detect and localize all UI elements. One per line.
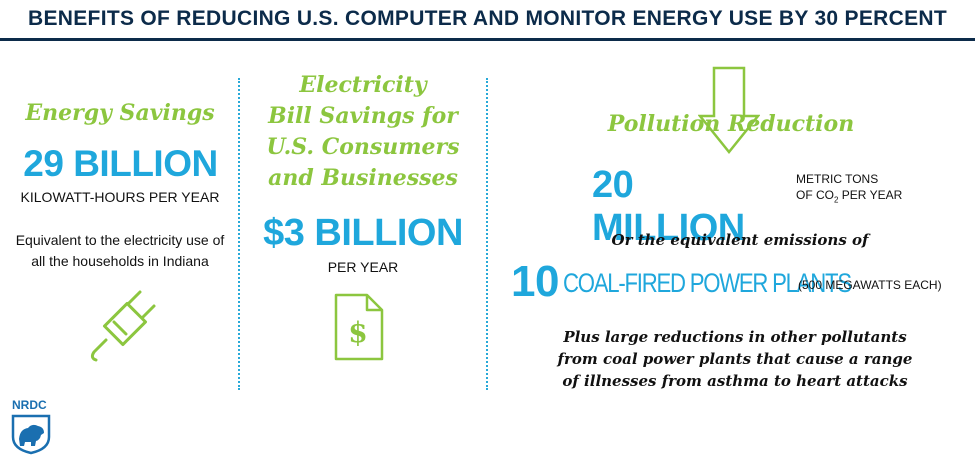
pollution-unit: METRIC TONS OF CO2 PER YEAR <box>796 171 902 208</box>
unit-text: OF CO <box>796 188 834 202</box>
other-pollutants-text: Plus large reductions in other pollutant… <box>520 326 950 392</box>
heading-line: U.S. Consumers <box>266 134 460 160</box>
unit-text: PER YEAR <box>838 188 903 202</box>
pollution-unit-line: METRIC TONS <box>796 172 879 186</box>
energy-savings-description: Equivalent to the electricity use of all… <box>10 230 230 272</box>
closing-line: of illnesses from asthma to heart attack… <box>562 372 908 390</box>
power-plants-number: 10 <box>511 257 559 306</box>
closing-line: from coal power plants that cause a rang… <box>557 350 913 368</box>
bill-savings-heading: Electricity Bill Savings for U.S. Consum… <box>250 70 476 194</box>
bear-shield-icon <box>11 414 51 455</box>
power-plants-label: COAL-FIRED POWER PLANTS <box>563 268 852 298</box>
down-arrow-icon <box>698 66 760 154</box>
heading-line: and Businesses <box>268 165 458 191</box>
heading-line: Electricity <box>299 72 427 98</box>
heading-line: Bill Savings for <box>268 103 458 129</box>
column-divider-1 <box>238 78 240 390</box>
description-line: all the households in Indiana <box>31 253 209 269</box>
power-plants-note: (500 MEGAWATTS EACH) <box>798 278 942 292</box>
dollar-glyph: $ <box>348 316 367 349</box>
dollar-document-icon: $ <box>334 293 384 361</box>
bill-savings-value: $3 BILLION <box>263 212 463 254</box>
description-line: Equivalent to the electricity use of <box>15 232 225 248</box>
page-title: BENEFITS OF REDUCING U.S. COMPUTER AND M… <box>28 7 947 30</box>
pollution-reduction-heading: Pollution Reduction <box>607 111 855 137</box>
pollution-value: 20 MILLION <box>592 164 745 249</box>
bill-savings-unit: PER YEAR <box>327 259 399 275</box>
column-divider-2 <box>486 78 488 390</box>
co2-subscript: 2 <box>834 195 839 205</box>
energy-savings-heading: Energy Savings <box>25 100 215 126</box>
energy-savings-unit: KILOWATT-HOURS PER YEAR <box>20 189 220 205</box>
plug-icon <box>90 290 156 362</box>
pollution-unit-line: OF CO2 PER YEAR <box>796 187 902 208</box>
title-bar: BENEFITS OF REDUCING U.S. COMPUTER AND M… <box>0 0 975 41</box>
closing-line: Plus large reductions in other pollutant… <box>563 328 907 346</box>
nrdc-logo-text: NRDC <box>12 398 47 412</box>
equivalent-emissions-text: Or the equivalent emissions of <box>611 231 869 249</box>
energy-savings-value: 29 BILLION <box>23 143 218 184</box>
